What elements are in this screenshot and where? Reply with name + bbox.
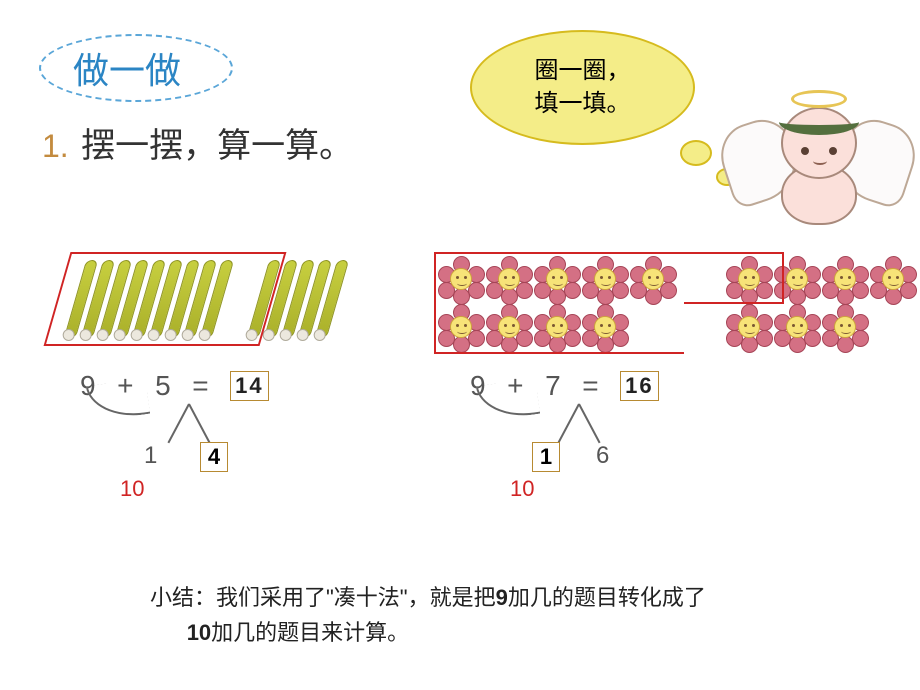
summary-mid: 加几的题目转化成了	[508, 585, 706, 610]
cloud-dot	[680, 140, 712, 166]
problem-number: 1.	[42, 128, 69, 164]
eq1-answer: 14	[230, 371, 268, 401]
sticks-circle-outline	[44, 252, 287, 346]
summary-text: 小结：我们采用了"凑十法"，就是把9加几的题目转化成了 10加几的题目来计算。	[150, 580, 706, 650]
summary-bold2: 10	[187, 620, 211, 645]
flowers-circle-outline	[684, 252, 784, 304]
thought-cloud: 圈一圈， 填一填。	[470, 30, 695, 145]
eq1-b: 5	[155, 370, 173, 401]
summary-bold1: 9	[496, 585, 508, 610]
title-badge: 做一做	[45, 38, 209, 98]
angel-mascot-icon	[735, 95, 905, 235]
eq2-b: 7	[545, 370, 563, 401]
eq2-answer: 16	[620, 371, 658, 401]
summary-prefix: 小结：我们采用了"凑十法"，就是把	[150, 585, 496, 610]
cloud-line-2: 填一填。	[535, 88, 631, 120]
problem-label: 1. 摆一摆，算一算。	[42, 118, 353, 167]
decomp1-right: 4	[200, 442, 228, 472]
eq1-eq: =	[192, 370, 210, 401]
flower-icon	[728, 306, 770, 348]
summary-rest: 加几的题目来计算。	[211, 620, 409, 645]
flower-icon	[824, 258, 866, 300]
flower-icon	[872, 258, 914, 300]
flower-icon	[824, 306, 866, 348]
eq2-eq: =	[582, 370, 600, 401]
flowers-circle-outline	[434, 252, 684, 354]
decomp1-ten: 10	[120, 476, 144, 502]
problem-text: 摆一摆，算一算。	[81, 128, 353, 165]
decomp2-ten: 10	[510, 476, 534, 502]
decomp2-left: 1	[532, 442, 560, 472]
cloud-line-1: 圈一圈，	[535, 55, 631, 87]
decomp1-left: 1	[144, 442, 157, 470]
flower-icon	[776, 306, 818, 348]
decomp2-right: 6	[596, 442, 609, 470]
